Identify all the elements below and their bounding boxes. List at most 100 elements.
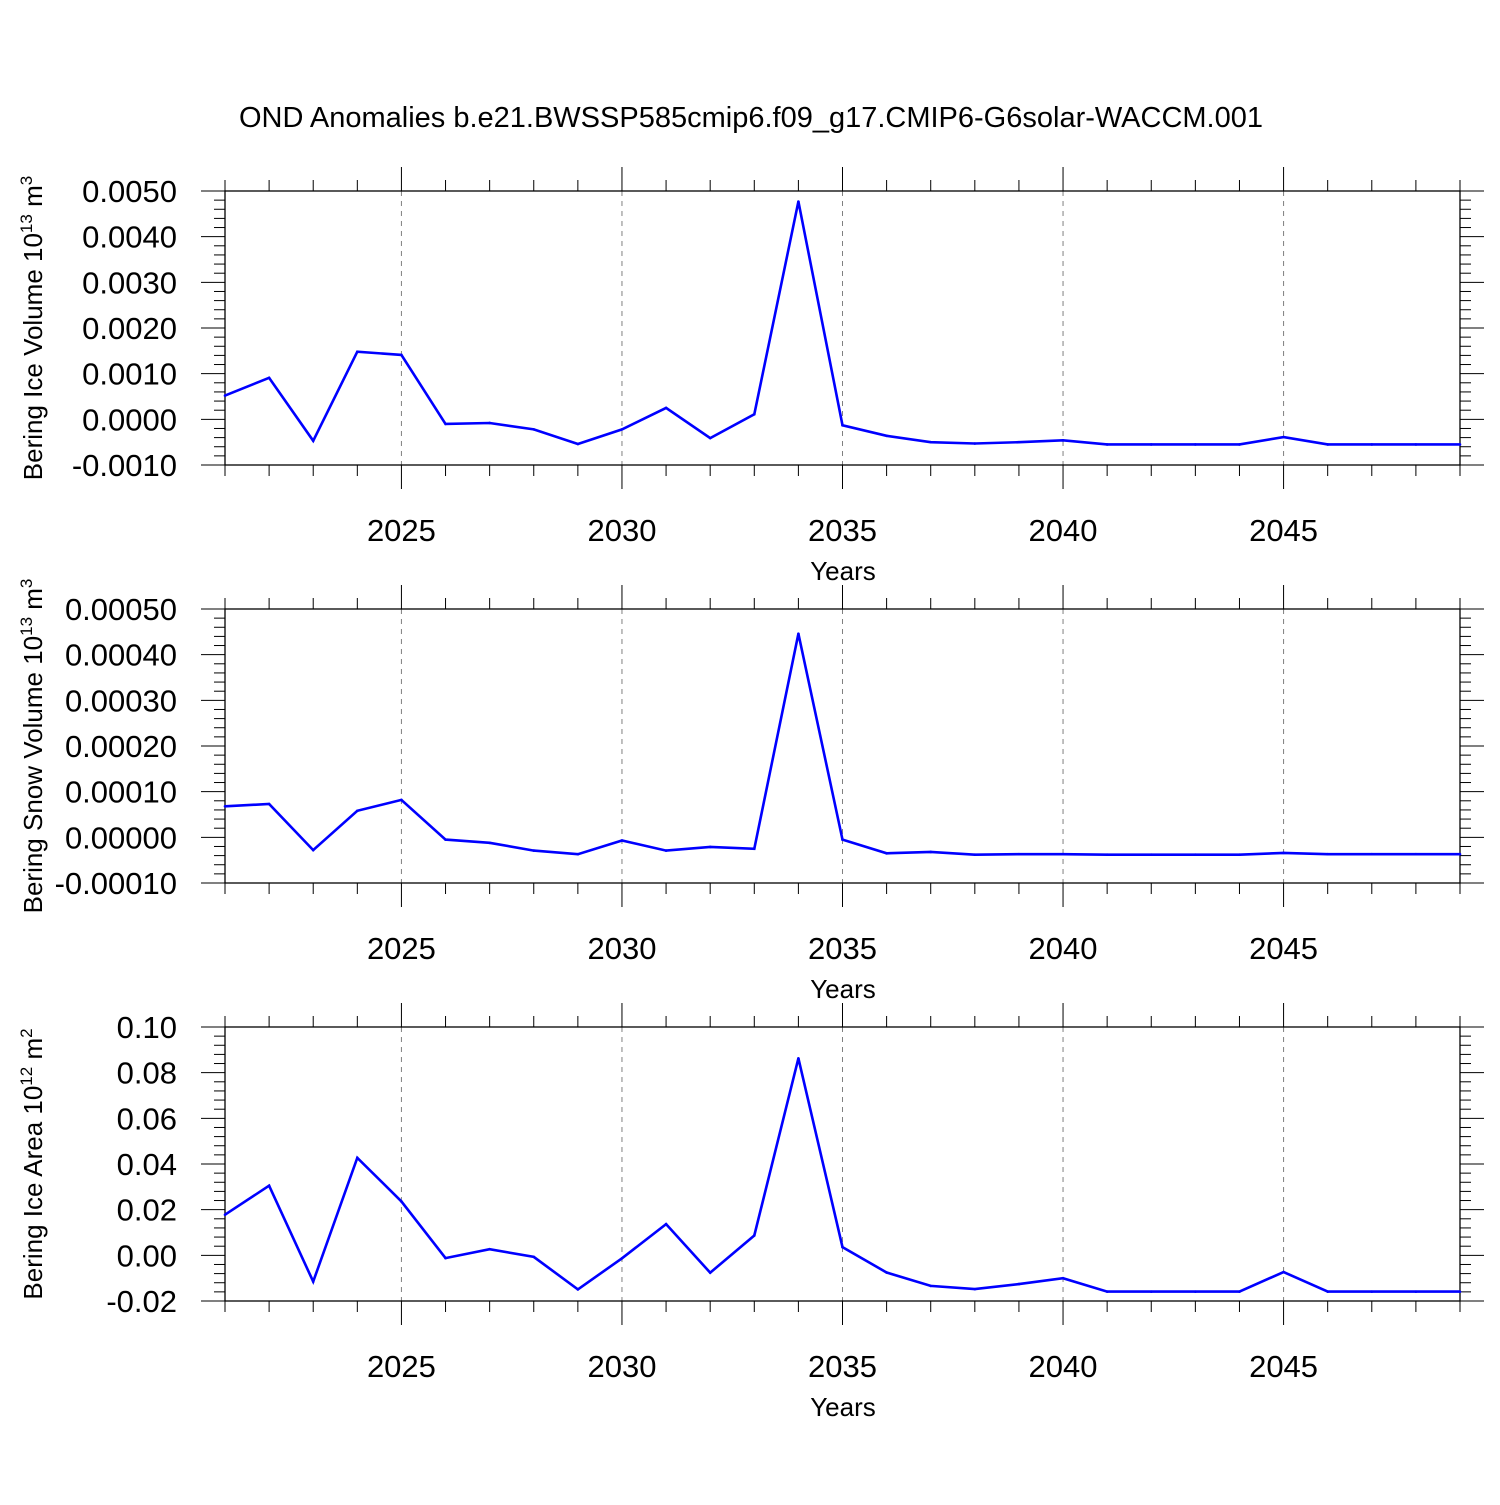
data-point — [708, 845, 712, 849]
y-axis-label-main: Bering Snow Volume 10 — [18, 636, 48, 914]
data-point — [1238, 853, 1241, 856]
data-point — [885, 852, 888, 855]
y-axis-label-unit: m — [18, 588, 48, 617]
data-point — [1194, 853, 1197, 856]
y-tick-label: 0.00050 — [65, 592, 177, 627]
x-tick-label: 2025 — [367, 931, 436, 966]
y-axis-label-unit-exponent: 2 — [17, 1028, 36, 1037]
data-point — [1061, 439, 1065, 442]
data-point — [752, 847, 756, 851]
y-tick-label: 0.0000 — [82, 402, 177, 437]
data-point — [797, 632, 800, 635]
data-point — [797, 1056, 800, 1060]
data-point — [444, 422, 447, 426]
data-point — [1370, 443, 1374, 446]
y-tick-label: 0.10 — [117, 1010, 177, 1045]
y-axis-label-exponent: 12 — [17, 1067, 36, 1086]
data-point — [797, 200, 800, 203]
y-axis-label: Bering Snow Volume 1013 m3 — [17, 579, 48, 914]
x-tick-label: 2045 — [1249, 1349, 1318, 1384]
data-point — [311, 1280, 315, 1283]
y-tick-label: 0.04 — [117, 1147, 177, 1182]
x-tick-label: 2035 — [808, 1349, 877, 1384]
x-tick-label: 2025 — [367, 1349, 436, 1384]
figure-title: OND Anomalies b.e21.BWSSP585cmip6.f09_g1… — [239, 102, 1263, 134]
data-point — [1414, 443, 1418, 446]
data-point — [400, 798, 403, 802]
y-axis-label-unit-exponent: 3 — [17, 579, 36, 588]
x-tick-label: 2045 — [1249, 513, 1318, 548]
data-point — [488, 421, 491, 425]
x-axis-label: Years — [810, 556, 876, 586]
data-point — [1326, 443, 1329, 446]
x-tick-label: 2035 — [808, 931, 877, 966]
y-tick-label: 0.00 — [117, 1238, 177, 1273]
data-point — [576, 852, 580, 856]
x-tick-label: 2035 — [808, 513, 877, 548]
x-tick-label: 2040 — [1029, 1349, 1098, 1384]
data-point — [1238, 443, 1241, 446]
data-point — [532, 849, 536, 852]
data-point — [444, 1256, 447, 1260]
data-point — [1238, 1290, 1241, 1293]
data-point — [223, 804, 227, 808]
data-point — [1061, 1276, 1065, 1280]
data-point — [311, 848, 315, 852]
x-tick-label: 2030 — [587, 1349, 656, 1384]
data-point — [311, 439, 315, 443]
y-tick-label: 0.0010 — [82, 357, 177, 392]
data-point — [1149, 1290, 1153, 1293]
data-point — [973, 1287, 977, 1291]
data-point — [1414, 1290, 1418, 1293]
data-point — [267, 802, 271, 806]
data-point — [488, 841, 491, 845]
data-point — [620, 839, 624, 842]
x-tick-label: 2030 — [587, 931, 656, 966]
y-tick-label: 0.0040 — [82, 220, 177, 255]
data-point — [356, 1156, 359, 1160]
data-point — [1105, 853, 1109, 856]
data-point — [267, 1184, 271, 1187]
data-point — [929, 440, 933, 444]
data-point — [1194, 1290, 1197, 1293]
data-point — [973, 442, 977, 445]
data-point — [1326, 1290, 1329, 1293]
x-tick-label: 2025 — [367, 513, 436, 548]
x-tick-label: 2030 — [587, 513, 656, 548]
data-point — [885, 434, 888, 438]
y-axis-label: Bering Ice Volume 1013 m3 — [17, 176, 48, 480]
data-point — [620, 428, 624, 431]
y-tick-label: 0.0030 — [82, 265, 177, 300]
y-axis-label-exponent: 13 — [17, 617, 36, 636]
data-point — [841, 838, 844, 841]
data-point — [400, 1200, 403, 1203]
data-point — [356, 350, 359, 354]
y-tick-label: 0.0020 — [82, 311, 177, 346]
data-point — [1017, 852, 1021, 856]
y-tick-label: -0.02 — [106, 1284, 177, 1319]
series-line — [224, 1057, 1460, 1293]
data-point — [841, 423, 844, 427]
data-point — [1458, 852, 1462, 856]
data-point — [1149, 443, 1153, 446]
data-point — [267, 376, 271, 380]
panel-1: -0.0010 0.0000 0.0010 0.0020 0.0030 0.0040 0.0… — [17, 167, 1484, 586]
data-point — [664, 849, 668, 852]
y-tick-label: 0.08 — [117, 1056, 177, 1091]
data-point — [1282, 1270, 1285, 1274]
data-point — [1458, 1290, 1462, 1293]
y-tick-label: 0.0050 — [82, 174, 177, 209]
y-axis-label-main: Bering Ice Area 10 — [18, 1086, 48, 1300]
y-tick-label: -0.0010 — [72, 448, 177, 483]
data-point — [532, 1255, 536, 1259]
data-point — [532, 428, 536, 431]
data-point — [576, 1288, 580, 1291]
data-point — [223, 394, 227, 397]
y-axis-label-exponent: 13 — [17, 214, 36, 233]
y-axis-label-unit-exponent: 3 — [17, 176, 36, 185]
data-point — [1061, 852, 1065, 856]
data-point — [488, 1247, 491, 1251]
y-tick-label: 0.06 — [117, 1101, 177, 1136]
data-point — [576, 442, 580, 446]
